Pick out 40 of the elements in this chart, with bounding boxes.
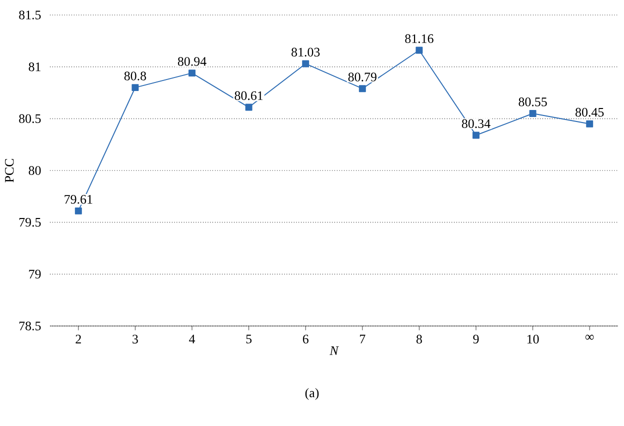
- point: [529, 110, 536, 117]
- point: [302, 60, 310, 68]
- y-tick-label: 80: [28, 166, 41, 175]
- point: [132, 84, 139, 92]
- data-label: 80.45: [576, 108, 604, 117]
- y-tick-label: 81.5: [19, 10, 41, 20]
- x-tick-label: 10: [527, 334, 539, 344]
- y-tick-label: 78.5: [19, 322, 41, 330]
- point: [472, 132, 480, 139]
- x-tick-label: 6: [302, 334, 308, 344]
- x-tick-label: 4: [189, 334, 196, 344]
- point: [245, 104, 252, 111]
- y-axis-title: PCC: [5, 158, 14, 182]
- data-label: 80.8: [124, 72, 146, 80]
- x-tick-label: 5: [246, 334, 252, 344]
- x-tick-label: ∞: [585, 334, 594, 340]
- point: [358, 85, 366, 92]
- x-tick-label: 9: [473, 334, 479, 344]
- x-tick-label: 8: [416, 334, 422, 344]
- text: (a): [305, 388, 319, 400]
- point: [74, 207, 82, 214]
- point: [586, 120, 594, 128]
- data-label: 80.79: [348, 72, 376, 82]
- data-label: 79.61: [64, 194, 92, 204]
- y-tick-label: 81: [28, 62, 40, 72]
- data-label: 81.16: [405, 34, 434, 44]
- data-label: 80.55: [518, 98, 547, 106]
- data-label: 81.03: [292, 48, 320, 57]
- x-tick-label: 3: [132, 334, 138, 344]
- point: [416, 46, 423, 54]
- point: [188, 70, 196, 77]
- y-tick-label: 79.5: [19, 218, 41, 227]
- x-tick-label: 7: [360, 334, 366, 344]
- y-tick-label: 80.5: [19, 114, 41, 124]
- data-label: 80.61: [234, 91, 263, 100]
- data-label: 80.34: [462, 119, 490, 128]
- x-axis-title: N: [330, 346, 339, 355]
- data-label: 80.94: [178, 57, 206, 66]
- y-tick-label: 79: [29, 270, 41, 279]
- x-tick-label: 2: [76, 334, 81, 344]
